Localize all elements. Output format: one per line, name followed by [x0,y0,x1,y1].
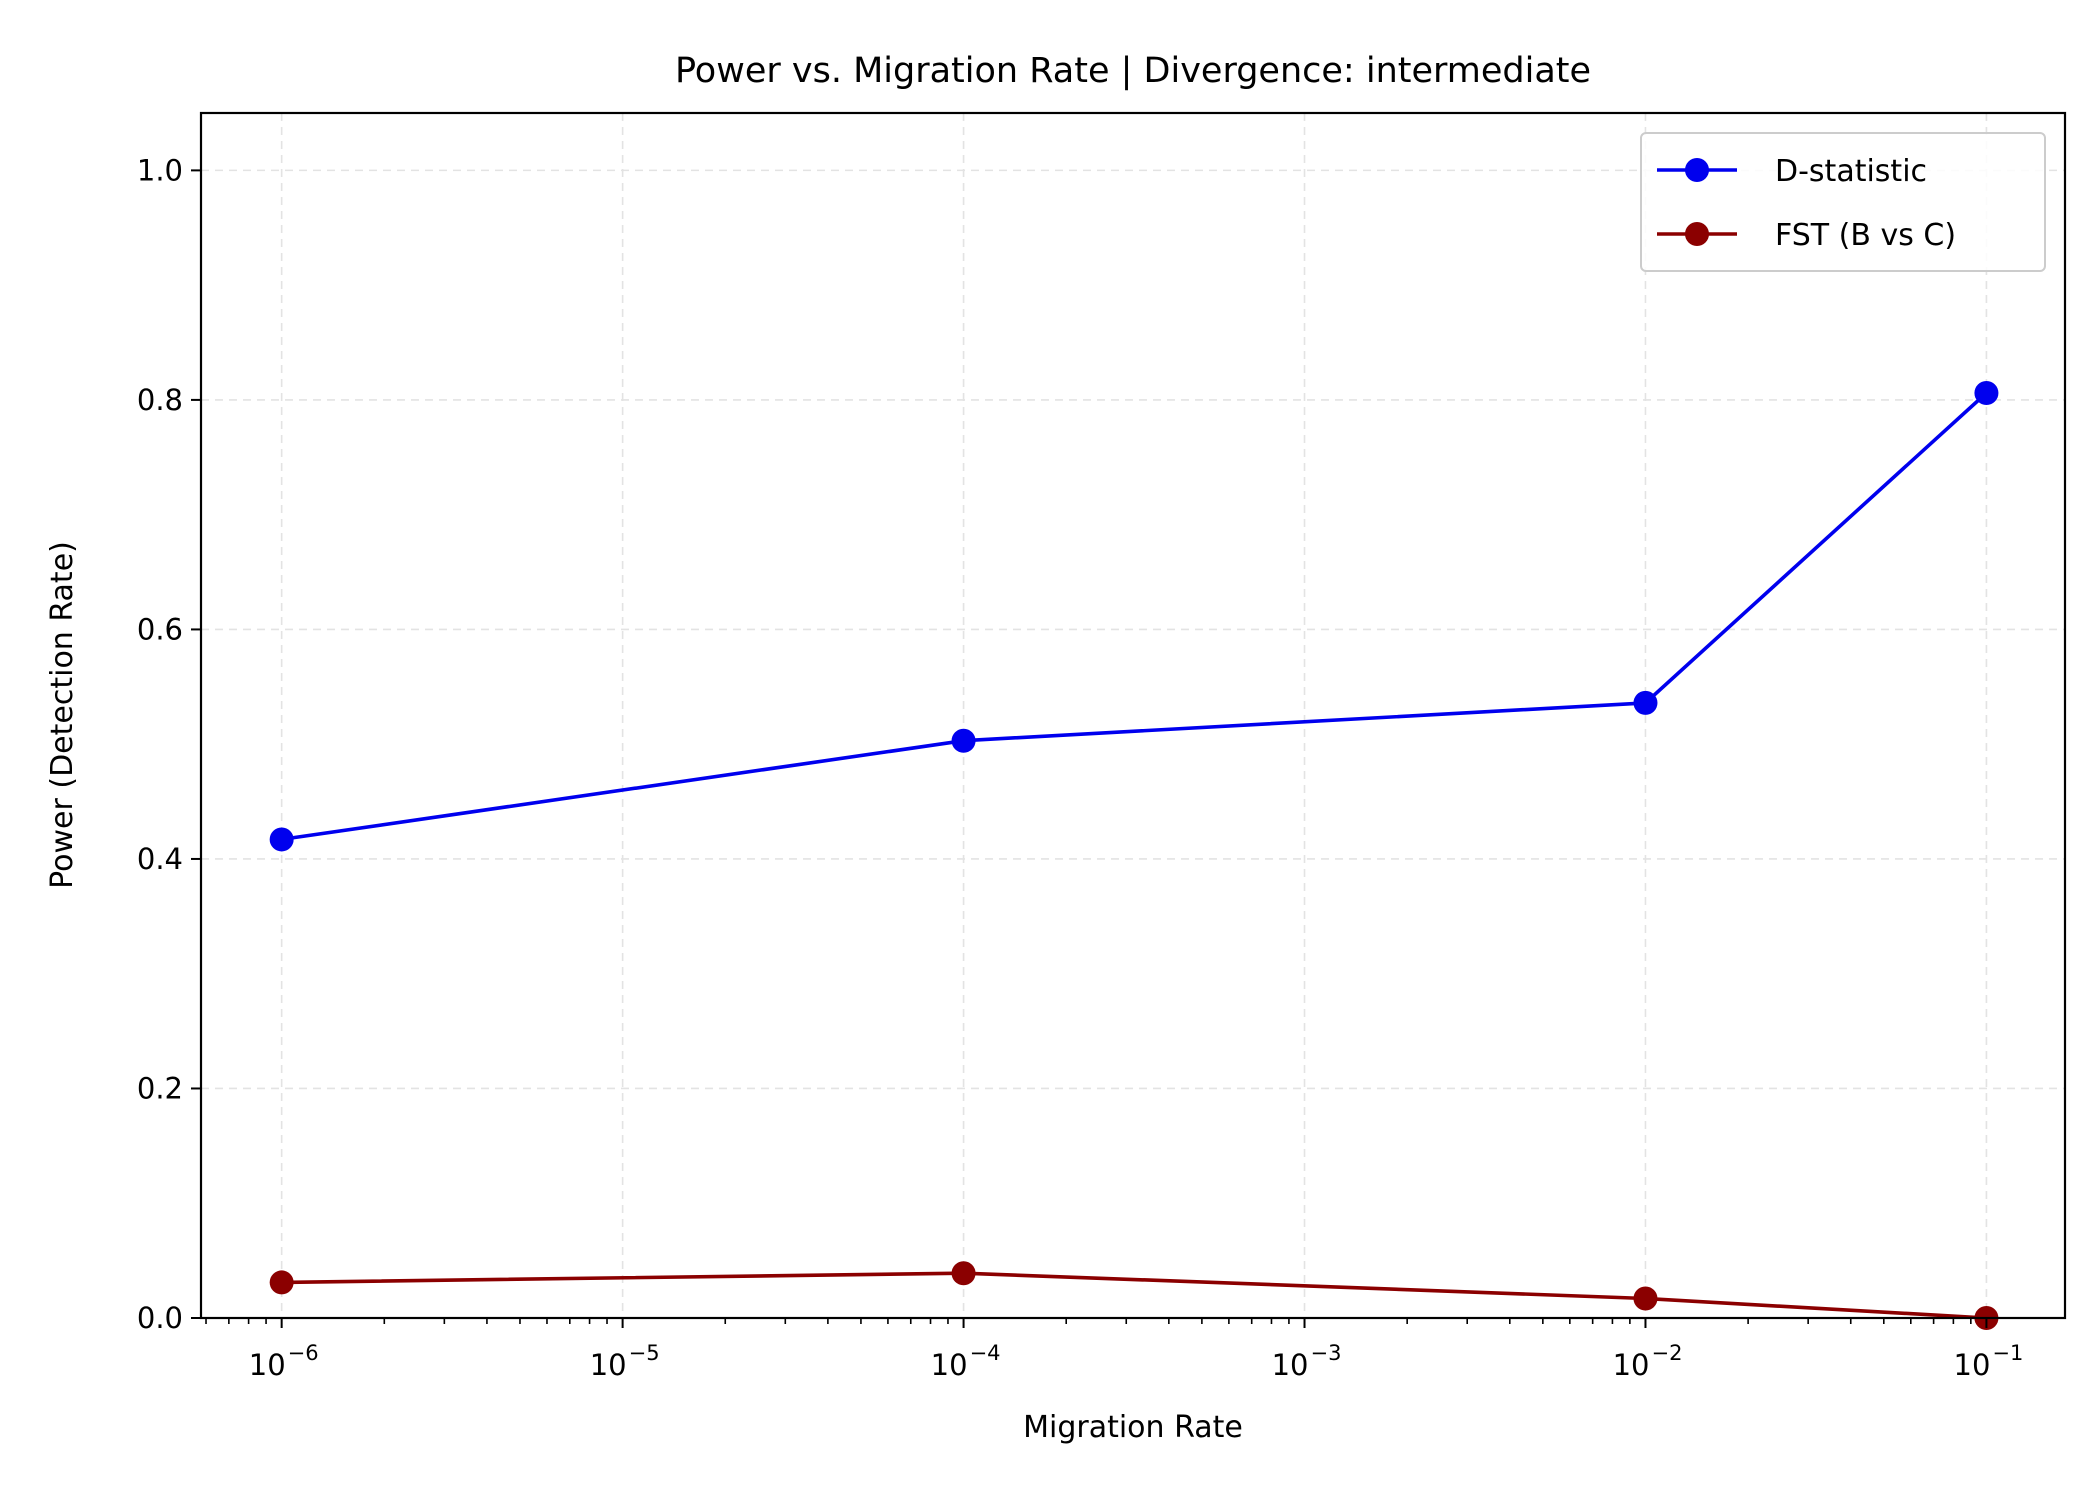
x-tick-base: 10 [1272,1348,1309,1382]
legend-marker [1685,158,1709,182]
legend: D-statistic FST (B vs C) [1640,132,2046,272]
x-tick-base: 10 [249,1348,286,1382]
y-tick-label: 0.0 [137,1301,183,1335]
legend-item: D-statistic [1657,154,1927,189]
x-tick-exponent: −2 [1651,1341,1682,1365]
x-tick-label: 10 −6 [249,1341,319,1382]
legend-item: FST (B vs C) [1657,218,1956,253]
y-tick-label: 0.6 [137,612,183,646]
data-point [269,827,294,852]
legend-label: D-statistic [1775,154,1927,189]
data-point [1633,1286,1658,1311]
x-tick-label: 10 −4 [931,1341,1001,1382]
x-tick-base: 10 [931,1348,968,1382]
x-tick-label: 10 −3 [1272,1341,1342,1382]
x-tick-exponent: −4 [970,1341,1001,1365]
legend-box [1640,132,2046,272]
y-axis-label: Power (Detection Rate) [45,541,80,889]
x-tick-base: 10 [1613,1348,1650,1382]
y-tick-label: 0.8 [137,383,183,417]
x-tick-exponent: −1 [1992,1341,2023,1365]
data-point [951,728,976,753]
x-tick-exponent: −6 [288,1341,319,1365]
chart-title: Power vs. Migration Rate | Divergence: i… [675,51,1591,91]
legend-marker [1685,222,1709,246]
x-axis-label: Migration Rate [1023,1410,1243,1445]
series-line-1 [281,1271,1987,1320]
x-tick-exponent: −3 [1311,1341,1342,1365]
x-tick-label: 10 −1 [1954,1341,2024,1382]
data-series [269,381,1999,1330]
axes: 0.00.20.40.60.81.010 −6 10 −5 10 −4 10 −3 10 −2 10… [137,153,2024,1382]
x-tick-label: 10 −2 [1613,1341,1683,1382]
plot-area-frame [199,111,2067,1320]
x-tick-base: 10 [590,1348,627,1382]
data-point [951,1261,976,1286]
series-line-0 [281,391,1988,842]
data-point [1974,381,1999,406]
data-point [269,1270,294,1295]
data-point [1633,690,1658,715]
x-tick-exponent: −5 [629,1341,660,1365]
y-tick-label: 0.4 [137,842,183,876]
y-tick-label: 0.2 [137,1071,183,1105]
y-tick-label: 1.0 [137,153,183,187]
grid-lines [201,113,2065,1319]
x-tick-label: 10 −5 [590,1341,660,1382]
legend-label: FST (B vs C) [1775,218,1956,253]
x-tick-base: 10 [1954,1348,1991,1382]
